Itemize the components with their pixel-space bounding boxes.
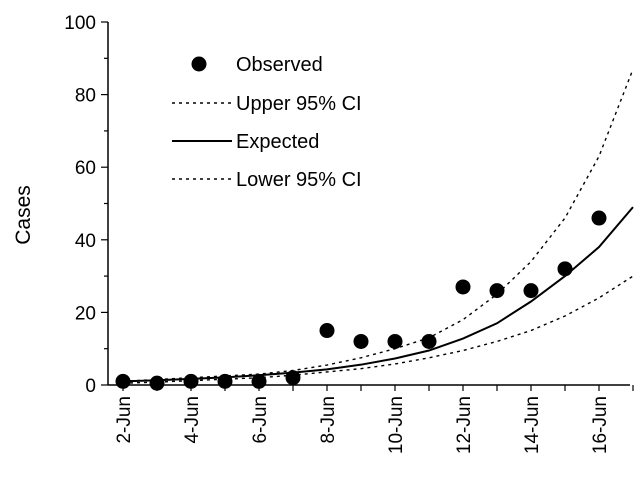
x-tick-label: 14-Jun bbox=[522, 396, 543, 454]
x-tick-label: 4-Jun bbox=[182, 396, 203, 444]
x-tick-label: 10-Jun bbox=[386, 396, 407, 454]
x-tick-label: 12-Jun bbox=[454, 396, 475, 454]
observed-point bbox=[455, 279, 471, 295]
x-tick-label: 16-Jun bbox=[590, 396, 611, 454]
observed-point bbox=[489, 283, 505, 299]
observed-point bbox=[557, 261, 573, 277]
observed-point bbox=[353, 333, 369, 349]
observed-point bbox=[251, 373, 267, 389]
x-tick-label: 6-Jun bbox=[250, 396, 271, 444]
legend: Observed Upper 95% CI Expected Lower 95% CI bbox=[172, 54, 362, 191]
expected-line bbox=[122, 206, 634, 383]
series-layer bbox=[115, 68, 634, 391]
x-tick-label: 2-Jun bbox=[114, 396, 135, 444]
legend-label-lower-95-ci: Lower 95% CI bbox=[236, 169, 362, 191]
y-tick-label: 100 bbox=[64, 13, 96, 34]
y-tick-label: 80 bbox=[75, 86, 96, 107]
observed-point bbox=[387, 333, 403, 349]
observed-point bbox=[285, 370, 301, 386]
observed-point bbox=[183, 373, 199, 389]
observed-point bbox=[591, 210, 607, 226]
observed-point bbox=[421, 333, 437, 349]
legend-label-upper-95-ci: Upper 95% CI bbox=[236, 93, 362, 115]
x-tick-label: 8-Jun bbox=[318, 396, 339, 444]
y-axis-title: Cases bbox=[12, 185, 35, 245]
axes: 0 20 40 60 80 100 2-Jun 4-Jun 6-Jun 8-Jun 10-Jun 12… bbox=[64, 13, 634, 454]
y-tick-label: 20 bbox=[75, 303, 96, 324]
upper-95-ci-line bbox=[122, 68, 634, 383]
y-tick-label: 60 bbox=[75, 158, 96, 179]
legend-label-observed: Observed bbox=[236, 54, 323, 76]
y-tick-label: 40 bbox=[75, 231, 96, 252]
observed-point bbox=[523, 283, 539, 299]
legend-marker-observed bbox=[191, 56, 207, 72]
y-tick-label: 0 bbox=[85, 376, 96, 397]
observed-point bbox=[149, 375, 165, 391]
lower-95-ci-line bbox=[122, 275, 634, 384]
legend-label-expected: Expected bbox=[236, 131, 319, 153]
observed-point bbox=[319, 323, 335, 339]
